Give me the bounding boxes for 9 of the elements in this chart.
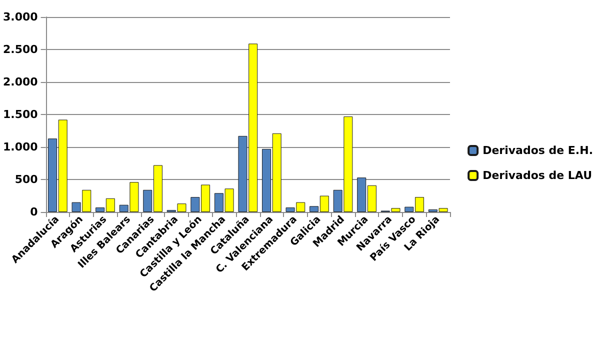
y-tick-label: 500: [14, 173, 38, 186]
y-tick-label: 2.500: [2, 43, 38, 56]
y-tick-label: 0: [30, 206, 38, 218]
legend-label: Derivados de LAU: [482, 169, 592, 182]
y-tick-label: 1.000: [2, 140, 38, 154]
y-tick-label: 1.500: [2, 108, 38, 121]
legend-label: Derivados de E.H.: [482, 144, 594, 157]
y-tick-label: 3.000: [2, 10, 38, 24]
y-tick-label: 2.000: [2, 76, 38, 88]
